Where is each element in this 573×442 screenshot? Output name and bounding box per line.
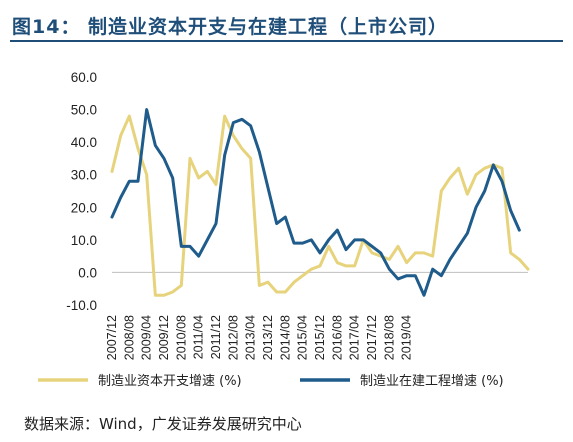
- y-tick-label: 30.0: [71, 168, 97, 183]
- series-line-capex: [110, 114, 530, 297]
- legend-label: 制造业在建工程增速 (%): [360, 374, 504, 389]
- x-tick-label: 2017/12: [365, 315, 379, 360]
- y-tick-label: -10.0: [66, 298, 97, 313]
- y-tick-label: 20.0: [71, 200, 97, 215]
- x-tick-label: 2019/04: [400, 315, 414, 360]
- x-tick-label: 2009/12: [157, 315, 171, 360]
- series-line-construction: [110, 108, 521, 297]
- y-tick-label: 0.0: [78, 265, 97, 280]
- x-tick-label: 2015/04: [296, 315, 310, 360]
- x-tick-label: 2016/08: [330, 315, 344, 360]
- title-bar: 图14： 制造业资本开支与在建工程（上市公司）: [10, 6, 563, 42]
- legend-label: 制造业资本开支增速 (%): [98, 374, 242, 389]
- x-tick-label: 2014/08: [278, 315, 292, 360]
- series-lines: [110, 108, 530, 297]
- x-tick-label: 2007/12: [105, 315, 119, 360]
- x-tick-label: 2017/04: [348, 315, 362, 360]
- x-tick-label: 2011/12: [209, 315, 223, 359]
- x-tick-label: 2009/04: [140, 315, 154, 360]
- source-note: 数据来源：Wind，广发证券发展研究中心: [24, 415, 302, 433]
- x-tick-label: 2018/08: [382, 315, 396, 360]
- chart-title: 图14： 制造业资本开支与在建工程（上市公司）: [12, 16, 449, 38]
- x-tick-label: 2015/12: [313, 315, 327, 360]
- x-tick-label: 2013/12: [261, 315, 275, 360]
- x-tick-label: 2012/08: [226, 315, 240, 360]
- y-tick-label: 40.0: [71, 135, 97, 150]
- legend: 制造业资本开支增速 (%) 制造业在建工程增速 (%): [38, 374, 504, 389]
- y-tick-label: 10.0: [71, 233, 97, 248]
- y-tick-label: 60.0: [71, 70, 97, 85]
- x-tick-label: 2008/08: [122, 315, 136, 360]
- y-tick-label: 50.0: [71, 103, 97, 118]
- x-tick-label: 2010/08: [174, 315, 188, 360]
- x-tick-label: 2013/04: [244, 315, 258, 360]
- x-tick-label: 2011/04: [192, 315, 206, 359]
